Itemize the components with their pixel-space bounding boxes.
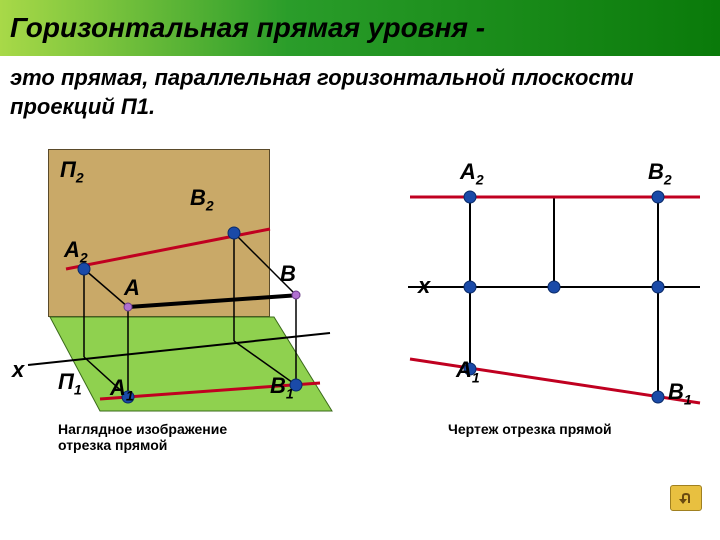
diagram-area: П2 П1 А2 В2 А В А1 В1 x А2 В2 А1 В1 x Наглядное изобр…	[0, 121, 720, 521]
page-title: Горизонтальная прямая уровня -	[10, 12, 485, 44]
left-caption: Наглядное изображение отрезка прямой	[58, 421, 258, 453]
point-label: А	[124, 275, 140, 301]
subtitle: это прямая, параллельная горизонтальной …	[0, 56, 720, 121]
nav-return-button[interactable]	[670, 485, 702, 511]
u-turn-icon	[676, 491, 696, 505]
point-label: А2	[460, 159, 484, 187]
point-label: x	[12, 357, 24, 383]
point-label: В	[280, 261, 296, 287]
point-label: А1	[110, 375, 134, 403]
point-label: А2	[64, 237, 88, 265]
point-label: В2	[648, 159, 672, 187]
point-label: П1	[58, 369, 82, 397]
point-label: А1	[456, 357, 480, 385]
point-label: П2	[60, 157, 84, 185]
subtitle-text: это прямая, параллельная горизонтальной …	[10, 65, 634, 119]
title-bar: Горизонтальная прямая уровня -	[0, 0, 720, 56]
right-caption: Чертеж отрезка прямой	[448, 421, 612, 437]
point-label: В1	[270, 373, 294, 401]
point-label: В1	[668, 379, 692, 407]
point-label: x	[418, 273, 430, 299]
subtitle-sub: 1.	[137, 94, 155, 119]
point-label: В2	[190, 185, 214, 213]
